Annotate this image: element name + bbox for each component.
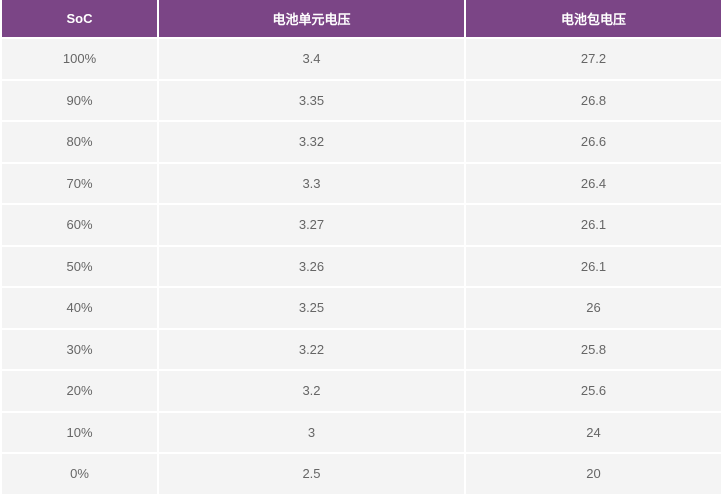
soc-cell: 60%: [2, 205, 157, 245]
pack-voltage-cell: 27.2: [466, 39, 721, 79]
table-row: 80% 3.32 26.6: [2, 122, 721, 162]
table-row: 40% 3.25 26: [2, 288, 721, 328]
header-row: SoC 电池单元电压 电池包电压: [2, 0, 721, 37]
table-row: 20% 3.2 25.6: [2, 371, 721, 411]
header-pack-voltage: 电池包电压: [466, 0, 721, 37]
pack-voltage-cell: 26.6: [466, 122, 721, 162]
table-row: 0% 2.5 20: [2, 454, 721, 494]
cell-voltage-cell: 3.25: [159, 288, 464, 328]
soc-cell: 10%: [2, 412, 157, 452]
table-row: 60% 3.27 26.1: [2, 205, 721, 245]
soc-cell: 20%: [2, 371, 157, 411]
cell-voltage-cell: 3.27: [159, 205, 464, 245]
table-row: 90% 3.35 26.8: [2, 80, 721, 120]
soc-cell: 80%: [2, 122, 157, 162]
cell-voltage-cell: 3: [159, 412, 464, 452]
pack-voltage-cell: 26: [466, 288, 721, 328]
table-row: 50% 3.26 26.1: [2, 246, 721, 286]
pack-voltage-cell: 25.8: [466, 329, 721, 369]
pack-voltage-cell: 26.1: [466, 246, 721, 286]
table-row: 100% 3.4 27.2: [2, 39, 721, 79]
table-row: 10% 3 24: [2, 412, 721, 452]
cell-voltage-cell: 3.22: [159, 329, 464, 369]
pack-voltage-cell: 26.4: [466, 163, 721, 203]
cell-voltage-cell: 3.26: [159, 246, 464, 286]
soc-cell: 90%: [2, 80, 157, 120]
pack-voltage-cell: 24: [466, 412, 721, 452]
cell-voltage-cell: 3.3: [159, 163, 464, 203]
soc-cell: 100%: [2, 39, 157, 79]
soc-cell: 30%: [2, 329, 157, 369]
soc-cell: 0%: [2, 454, 157, 494]
cell-voltage-cell: 3.4: [159, 39, 464, 79]
pack-voltage-cell: 20: [466, 454, 721, 494]
pack-voltage-cell: 26.8: [466, 80, 721, 120]
soc-cell: 40%: [2, 288, 157, 328]
table-row: 70% 3.3 26.4: [2, 163, 721, 203]
header-cell-voltage: 电池单元电压: [159, 0, 464, 37]
pack-voltage-cell: 25.6: [466, 371, 721, 411]
table-row: 30% 3.22 25.8: [2, 329, 721, 369]
cell-voltage-cell: 2.5: [159, 454, 464, 494]
cell-voltage-cell: 3.35: [159, 80, 464, 120]
soc-cell: 70%: [2, 163, 157, 203]
pack-voltage-cell: 26.1: [466, 205, 721, 245]
header-soc: SoC: [2, 0, 157, 37]
soc-cell: 50%: [2, 246, 157, 286]
cell-voltage-cell: 3.32: [159, 122, 464, 162]
cell-voltage-cell: 3.2: [159, 371, 464, 411]
